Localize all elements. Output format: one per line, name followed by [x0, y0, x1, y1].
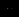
Text: 102: 102 — [0, 0, 19, 15]
Circle shape — [11, 8, 12, 9]
Circle shape — [7, 8, 8, 9]
Text: 108: 108 — [0, 0, 19, 16]
Text: 114: 114 — [0, 0, 19, 16]
Text: 106: 106 — [0, 0, 19, 16]
Text: 114: 114 — [0, 0, 19, 16]
